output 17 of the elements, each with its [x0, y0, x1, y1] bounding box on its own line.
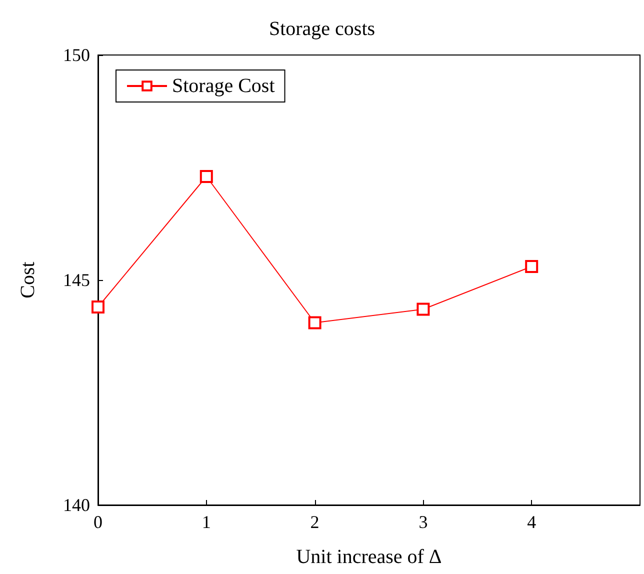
x-tick-label: 4: [527, 512, 536, 532]
y-tick-label: 145: [63, 270, 90, 290]
x-tick-label: 2: [310, 512, 320, 532]
point: [308, 316, 322, 330]
x-tick-label: 0: [94, 512, 102, 532]
point: [92, 300, 104, 314]
legend-label: Storage Cost: [172, 75, 276, 97]
point: [200, 170, 213, 183]
x-axis-title: Unit increase of Δ: [296, 546, 442, 568]
chart-title: Storage costs: [268, 18, 376, 40]
y-tick-label: 150: [63, 45, 90, 65]
point: [416, 302, 430, 316]
x-tick-label: 3: [418, 512, 428, 532]
y-tick-label: 140: [63, 495, 90, 515]
point: [525, 260, 538, 273]
x-tick-label: 1: [202, 512, 211, 532]
y-axis-title: Cost: [17, 261, 39, 298]
